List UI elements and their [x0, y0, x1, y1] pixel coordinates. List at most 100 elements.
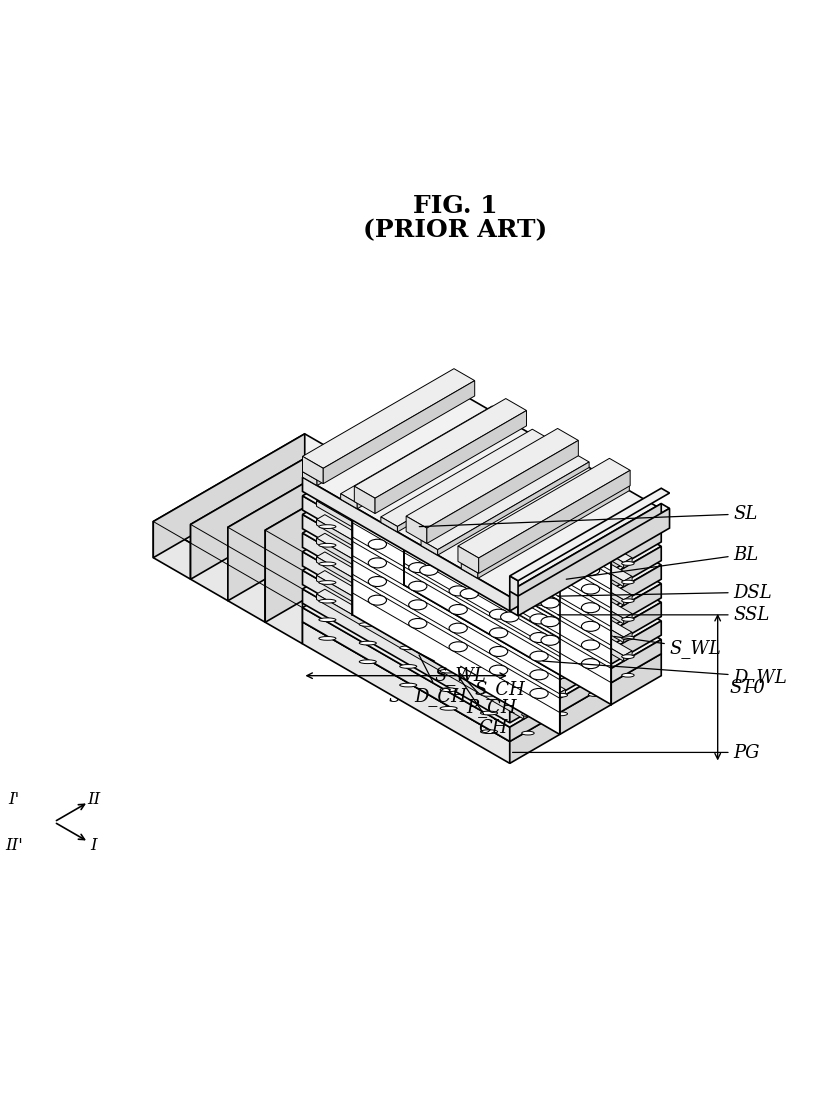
Polygon shape [557, 597, 565, 607]
Polygon shape [416, 443, 623, 568]
Ellipse shape [480, 636, 497, 641]
Polygon shape [265, 443, 453, 551]
Polygon shape [352, 462, 562, 582]
Ellipse shape [480, 618, 497, 622]
Ellipse shape [399, 590, 416, 594]
Polygon shape [191, 436, 341, 579]
Ellipse shape [588, 655, 600, 660]
Polygon shape [406, 516, 426, 544]
Polygon shape [227, 527, 265, 622]
Ellipse shape [399, 609, 416, 612]
Ellipse shape [399, 665, 416, 669]
Polygon shape [383, 481, 590, 607]
Polygon shape [590, 577, 598, 588]
Ellipse shape [521, 713, 534, 716]
Ellipse shape [419, 566, 438, 576]
Ellipse shape [489, 572, 507, 582]
Text: PG: PG [512, 744, 760, 761]
Polygon shape [623, 632, 632, 643]
Ellipse shape [540, 543, 558, 552]
Ellipse shape [408, 600, 426, 610]
Polygon shape [357, 415, 508, 509]
Polygon shape [316, 594, 523, 719]
Polygon shape [302, 496, 509, 630]
Polygon shape [354, 399, 526, 498]
Ellipse shape [521, 694, 534, 698]
Polygon shape [350, 496, 565, 620]
Ellipse shape [480, 730, 497, 734]
Ellipse shape [408, 562, 426, 572]
Ellipse shape [319, 562, 336, 566]
Polygon shape [457, 459, 629, 558]
Polygon shape [403, 432, 613, 552]
Ellipse shape [500, 501, 518, 511]
Ellipse shape [368, 577, 386, 587]
Ellipse shape [439, 613, 456, 618]
Ellipse shape [588, 600, 600, 603]
Text: S_CH: S_CH [460, 666, 524, 698]
Polygon shape [383, 476, 598, 601]
Ellipse shape [529, 577, 548, 587]
Polygon shape [302, 589, 509, 723]
Polygon shape [416, 420, 632, 544]
Ellipse shape [480, 674, 497, 677]
Polygon shape [383, 533, 598, 656]
Polygon shape [509, 547, 660, 649]
Polygon shape [302, 535, 660, 741]
Ellipse shape [368, 558, 386, 568]
Polygon shape [557, 671, 565, 682]
Ellipse shape [500, 556, 518, 566]
Text: SSL: SSL [557, 606, 769, 624]
Polygon shape [509, 509, 660, 611]
Ellipse shape [408, 544, 426, 554]
Ellipse shape [500, 593, 518, 603]
Ellipse shape [540, 635, 558, 645]
Polygon shape [478, 485, 628, 579]
Polygon shape [416, 481, 623, 606]
Ellipse shape [554, 638, 567, 641]
Ellipse shape [460, 570, 478, 580]
Polygon shape [623, 577, 632, 587]
Polygon shape [623, 558, 632, 568]
Polygon shape [403, 433, 610, 705]
Text: D_CH: D_CH [413, 655, 466, 706]
Polygon shape [590, 633, 598, 643]
Text: FIG. 1: FIG. 1 [412, 194, 497, 218]
Ellipse shape [419, 491, 438, 501]
Polygon shape [302, 520, 660, 727]
Polygon shape [350, 477, 565, 601]
Ellipse shape [554, 619, 567, 623]
Ellipse shape [621, 618, 633, 621]
Polygon shape [416, 475, 632, 600]
Ellipse shape [368, 503, 386, 513]
Ellipse shape [448, 642, 467, 652]
Polygon shape [557, 652, 565, 663]
Ellipse shape [480, 693, 497, 696]
Ellipse shape [448, 549, 467, 559]
Ellipse shape [581, 603, 599, 613]
Ellipse shape [408, 526, 426, 536]
Polygon shape [350, 514, 565, 639]
Polygon shape [460, 564, 478, 579]
Polygon shape [383, 499, 590, 624]
Ellipse shape [480, 655, 497, 660]
Polygon shape [153, 434, 341, 544]
Ellipse shape [540, 580, 558, 590]
Ellipse shape [540, 598, 558, 608]
Text: BL: BL [566, 546, 758, 579]
Polygon shape [590, 559, 598, 569]
Ellipse shape [529, 596, 548, 606]
Polygon shape [623, 651, 632, 662]
Ellipse shape [439, 707, 456, 711]
Polygon shape [421, 540, 437, 556]
Polygon shape [302, 622, 509, 764]
Ellipse shape [439, 670, 456, 673]
Polygon shape [623, 539, 632, 549]
Polygon shape [590, 671, 598, 681]
Ellipse shape [489, 665, 507, 675]
Ellipse shape [588, 619, 600, 622]
Polygon shape [623, 614, 632, 624]
Polygon shape [383, 556, 590, 681]
Polygon shape [191, 525, 227, 601]
Polygon shape [316, 483, 523, 608]
